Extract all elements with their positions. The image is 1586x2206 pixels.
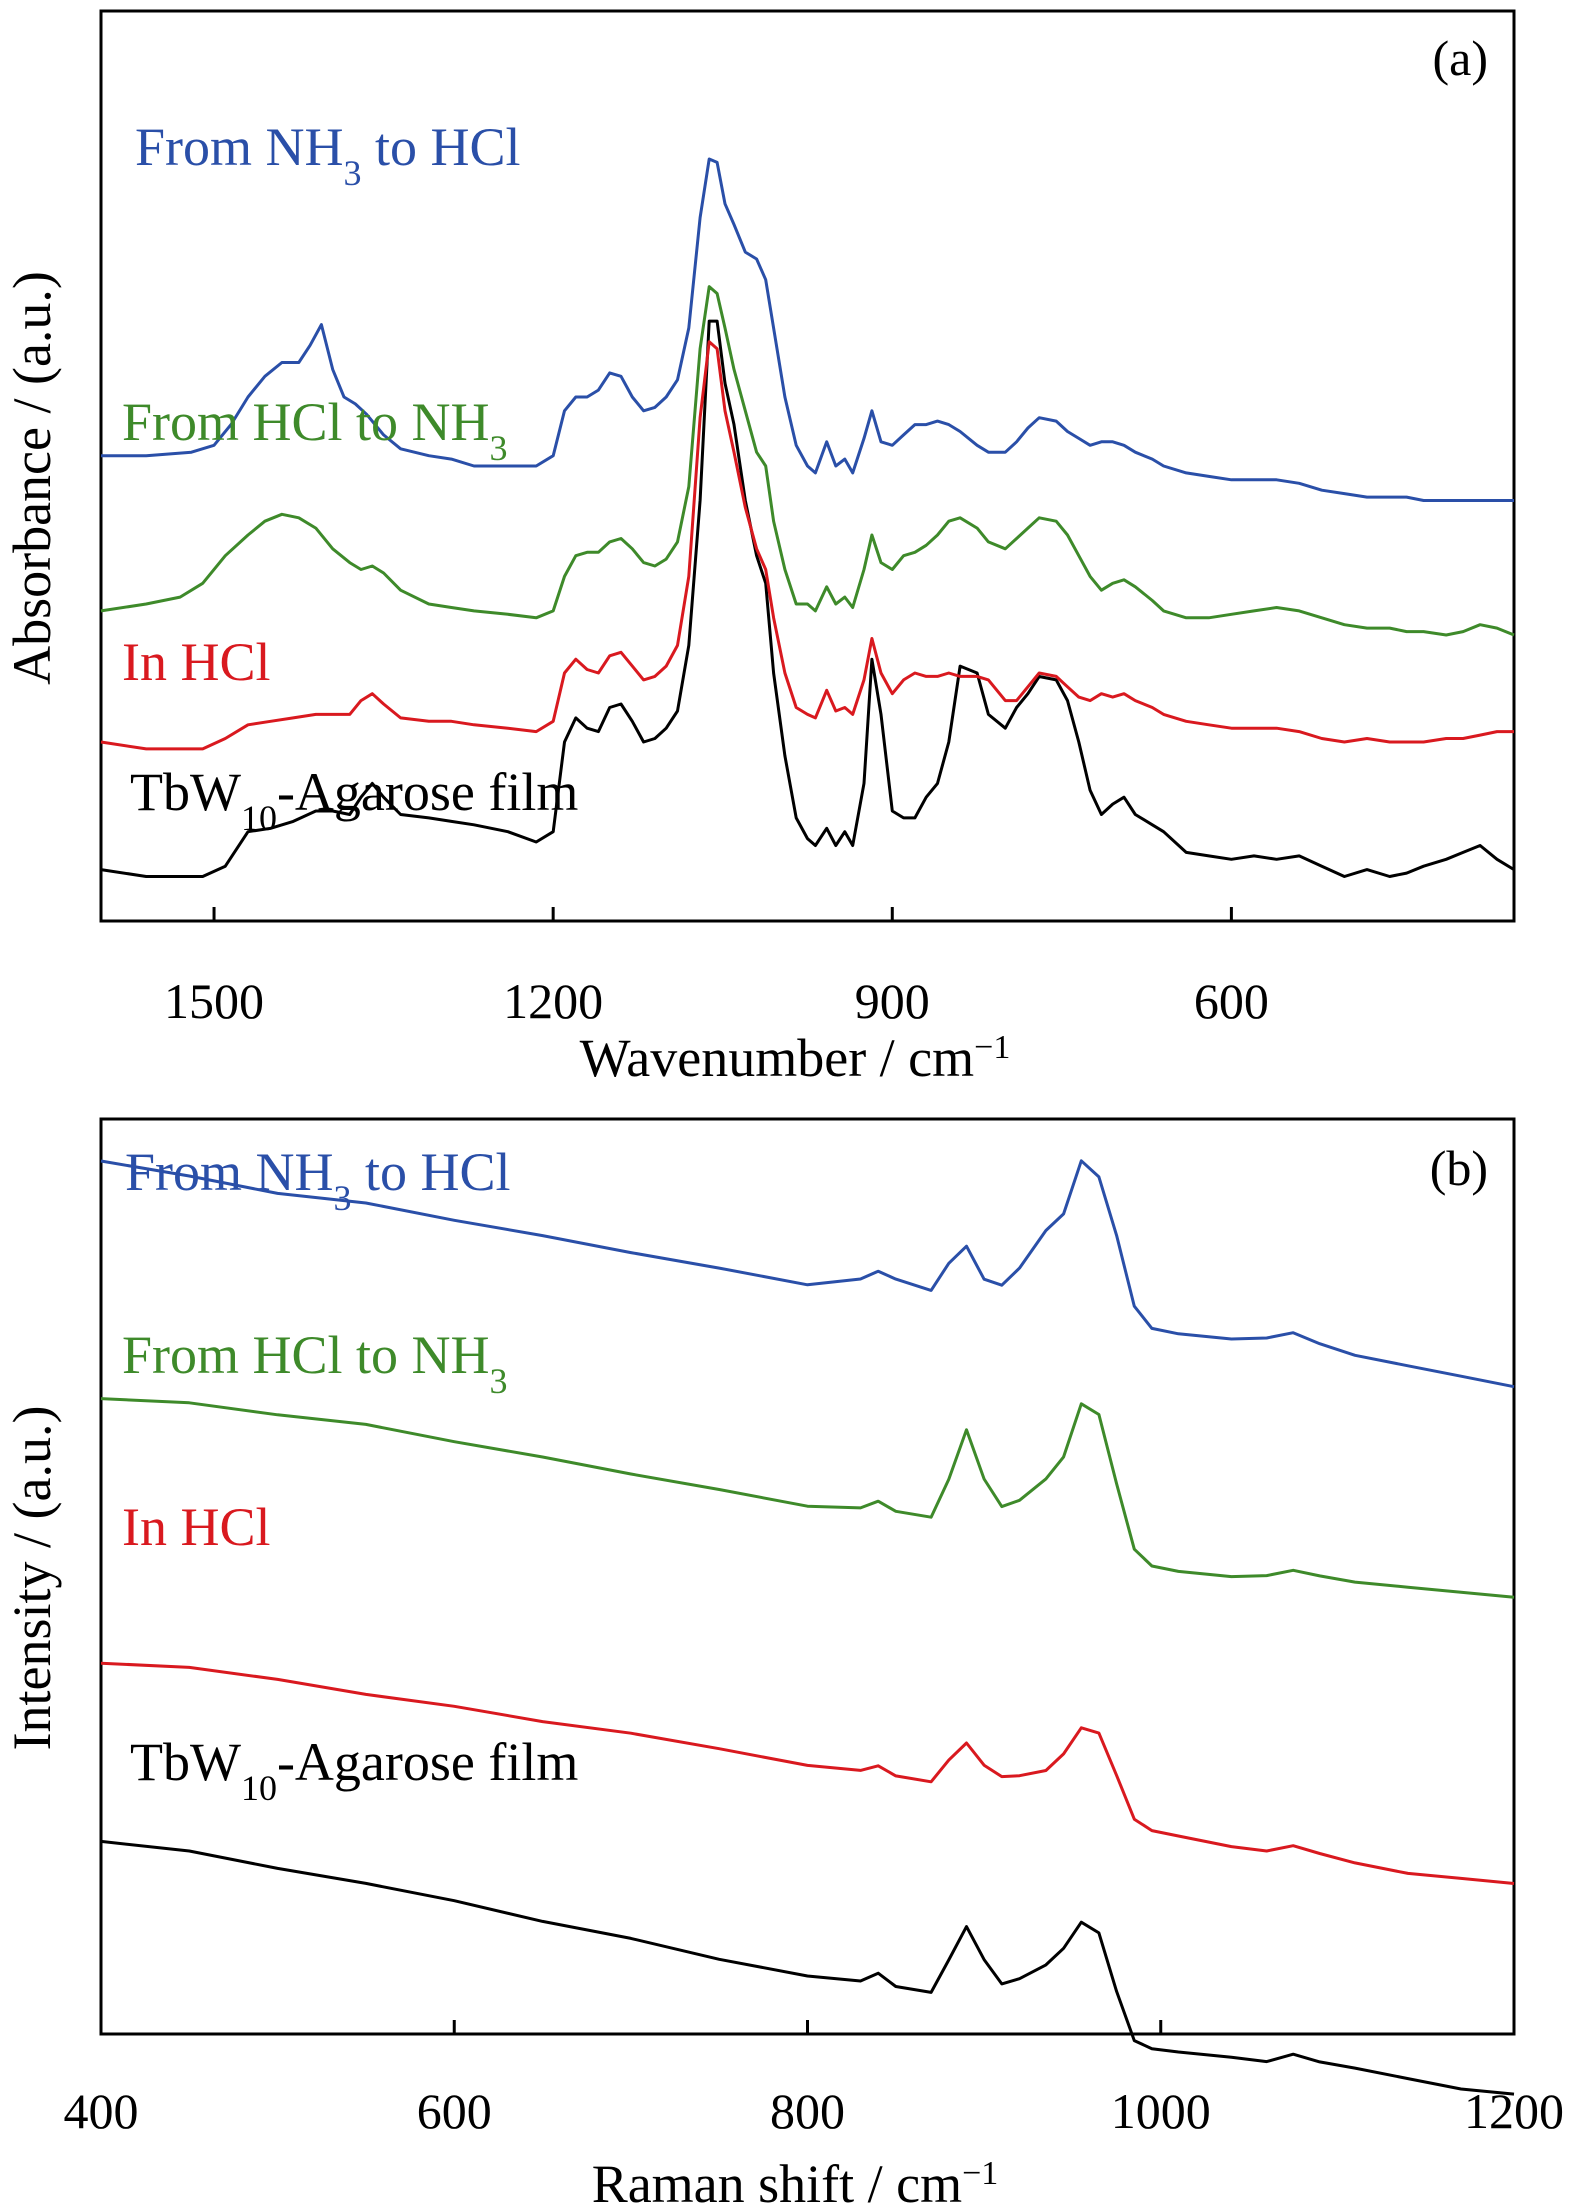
series-line-blue: [101, 157, 1514, 502]
panel-b-plot-frame: [99, 1117, 1516, 2036]
x-tick-label: 1000: [1111, 2083, 1211, 2139]
series-label-black: TbW10-Agarose film: [130, 762, 578, 838]
panel-b-series-labels: TbW10-Agarose film In HCl From HCl to NH3 F…: [122, 1142, 578, 1808]
series-line-green: [100, 1397, 1515, 1599]
series-label-red: In HCl: [122, 632, 271, 692]
series-line-black: [100, 1839, 1515, 2096]
series-label-blue: From NH3 to HCl: [135, 117, 521, 193]
series-line-red: [100, 1661, 1515, 1885]
panel-a-tag: (a): [1433, 30, 1489, 86]
panel-a-x-axis-title: Wavenumber / cm−1: [580, 1028, 1011, 1088]
x-tick-label: 400: [64, 2083, 139, 2139]
x-tick-label: 600: [1194, 973, 1269, 1029]
series-line-red: [100, 340, 1514, 751]
panel-a-spectra: 1500 1200 900 600 TbW10-Agarose film In HCl F…: [2, 9, 1516, 1088]
panel-b-spectra: 400 600 800 1000 1200 TbW10-Agarose film In H…: [2, 1117, 1564, 2206]
panel-a-plot-frame: [99, 9, 1516, 923]
series-label-black: TbW10-Agarose film: [130, 1732, 578, 1808]
series-label-green: From HCl to NH3: [122, 1325, 508, 1401]
series-label-green: From HCl to NH3: [122, 392, 508, 468]
panel-a-series-labels: TbW10-Agarose film In HCl From HCl to NH3 F…: [122, 117, 578, 838]
panel-a-series-group: [100, 157, 1515, 878]
panel-a-y-axis-title: Absorbance / (a.u.): [2, 271, 62, 685]
x-tick-label: 1500: [164, 973, 264, 1029]
series-line-black: [100, 319, 1515, 878]
x-tick-label: 1200: [503, 973, 603, 1029]
panel-b-x-axis-title: Raman shift / cm−1: [592, 2154, 999, 2206]
x-tick-label: 800: [770, 2083, 845, 2139]
series-line-blue: [100, 1159, 1515, 1389]
panel-b-series-group: [100, 1159, 1515, 2096]
x-tick-label: 1200: [1464, 2083, 1564, 2139]
panel-b-y-axis-title: Intensity / (a.u.): [2, 1406, 62, 1751]
series-line-green: [100, 285, 1515, 637]
x-tick-label: 600: [417, 2083, 492, 2139]
panel-b-x-ticks: 400 600 800 1000 1200: [64, 2020, 1564, 2139]
series-label-red: In HCl: [122, 1497, 271, 1557]
panel-a-x-ticks: 1500 1200 900 600: [164, 907, 1269, 1029]
series-label-blue: From NH3 to HCl: [125, 1142, 511, 1218]
x-tick-label: 900: [855, 973, 930, 1029]
panel-b-tag: (b): [1430, 1140, 1488, 1196]
